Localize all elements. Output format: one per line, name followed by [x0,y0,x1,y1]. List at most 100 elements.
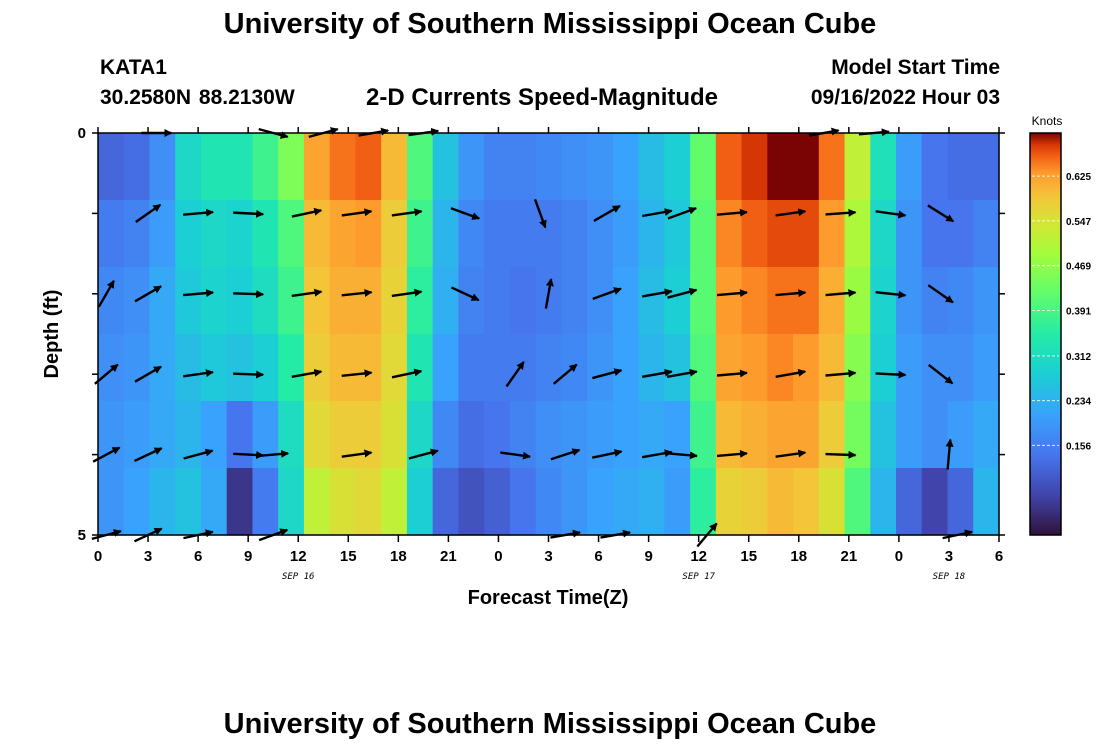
x-tick-label: 0 [895,548,903,565]
current-vector [550,448,581,461]
heatmap-cell [767,267,794,335]
heatmap-cell [406,468,434,536]
heatmap-cell [149,401,176,469]
heatmap-cell [793,267,820,335]
heatmap-cell [921,133,949,201]
heatmap-cell [844,200,871,268]
current-vector [927,284,954,304]
colorbar-units: Knots [1032,114,1063,128]
current-vector [552,363,578,385]
heatmap-cell [381,334,408,402]
y-axis: 05 [78,125,1005,544]
heatmap-cell [870,267,897,335]
heatmap-cell [896,200,923,268]
current-vector [533,198,547,229]
current-vector [291,207,323,218]
x-axis: 0 3 6 9 12 15 18 21 0 3 6 9 12 15 18 21 0 3 6 SEP 16 SEP 17 S… [94,127,1003,582]
heatmap-cell [921,334,949,402]
x-tick-label: 0 [494,548,502,565]
heatmap-cell [278,401,305,469]
heatmap-cell [484,267,511,335]
heatmap-cell [200,267,228,335]
x-tick-label: 3 [945,548,953,565]
heatmap-cell [252,267,279,335]
heatmap-cell [587,468,614,536]
heatmap-cell [767,468,794,536]
current-vector [391,288,423,298]
heatmap-cell [844,468,871,536]
heatmap-cell [252,401,279,469]
heatmap-cell [226,468,254,536]
heatmap-cell [818,267,846,335]
colorbar-gradient [1029,132,1062,536]
heatmap-cell [381,267,408,335]
y-tick-label: 5 [78,527,86,544]
heatmap-cell [947,468,974,536]
current-vector [183,448,214,460]
heatmap-cell [921,401,949,469]
heatmap-cell [432,267,459,335]
heatmap-cell [381,200,408,268]
heatmap-cell [355,401,382,469]
heatmap-cell [355,133,382,201]
date-label: SEP 17 [682,572,715,582]
x-tick-label: 6 [995,548,1003,565]
current-vector [775,368,807,378]
heatmap-cell [741,133,768,201]
heatmap-cell [149,468,176,536]
heatmap-cell [355,334,382,402]
current-vector [183,208,215,217]
heatmap-cell [664,133,691,201]
current-vector [593,204,621,222]
model-start-label: Model Start Time [831,56,1000,79]
current-vector [945,438,954,470]
x-tick-label: 6 [194,548,202,565]
heatmap-cell [226,267,254,335]
current-vector [183,289,215,298]
heatmap-cell [896,334,923,402]
heatmap-cell [973,267,1000,335]
heatmap-cell [252,468,279,536]
heatmap-cell [355,267,382,335]
heatmap-cell [406,133,434,201]
colorbar-tick-label: 0.547 [1066,217,1091,228]
heatmap-cell [561,468,588,536]
heatmap-cell [896,133,923,201]
heatmap-cell [844,401,871,469]
heatmap-cell [818,133,846,201]
heatmap-cell [947,401,974,469]
heatmap-cell [612,133,640,201]
current-vector [391,368,423,379]
heatmap-cell [973,133,1000,201]
heatmap-cell [587,334,614,402]
heatmap-cell [561,200,588,268]
heatmap-cell [329,468,357,536]
heatmap-cell [509,401,537,469]
y-tick-label: 0 [78,125,86,142]
heatmap-cell [329,200,357,268]
current-vector [341,449,373,458]
current-vector [258,449,290,458]
colorbar-tick-label: 0.625 [1066,172,1091,183]
x-tick-label: 18 [390,548,407,565]
heatmap-cell [226,200,254,268]
current-vector [927,204,955,223]
heatmap-cell [741,468,768,536]
heatmap-cell [587,133,614,201]
heatmap-cell [355,200,382,268]
heatmap-cell [690,133,717,201]
heatmap-cell [767,200,794,268]
current-vector [183,369,214,378]
heatmap-cell [767,401,794,469]
date-label: SEP 18 [933,572,966,582]
heatmap-cell [973,401,1000,469]
heatmap-cell [406,267,434,335]
heatmap-cell [896,468,923,536]
heatmap-cell [406,200,434,268]
heatmap-cell [200,334,228,402]
station-id: KATA1 [100,56,167,79]
current-vector [233,451,265,460]
heatmap-cell [278,334,305,402]
current-vector [592,368,623,380]
